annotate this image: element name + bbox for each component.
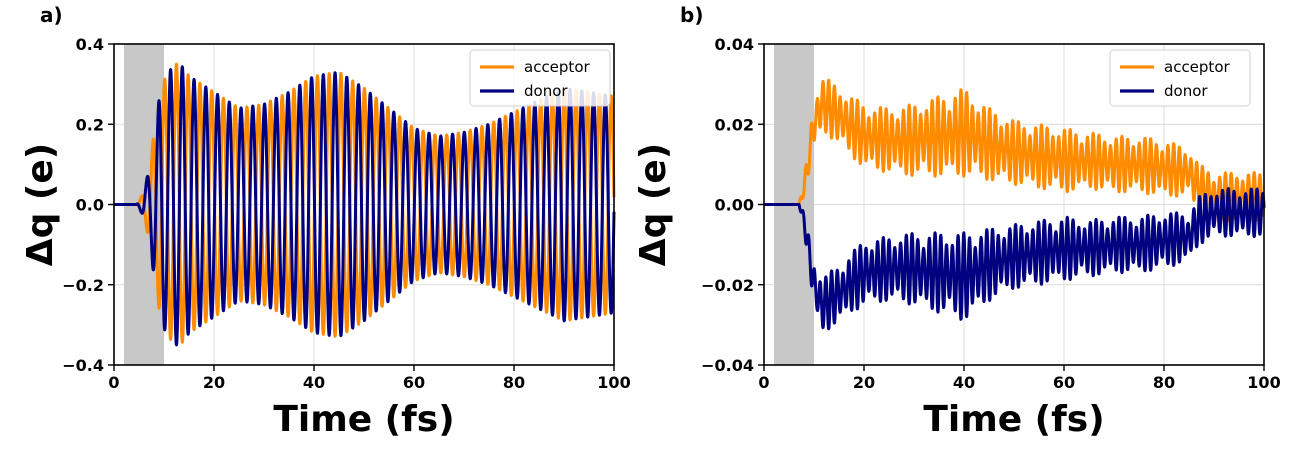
panel-b: b) 0 20 40 60 80 100 −0.04 −0.02 0.00 0.02 0.04 Ti…: [633, 3, 1281, 440]
x-tick-label: 60: [1053, 373, 1075, 392]
x-tick-label: 80: [503, 373, 525, 392]
y-tick-label: 0.0: [76, 196, 104, 215]
panel-a-ticks: 0 20 40 60 80 100 −0.4 −0.2 0.0 0.2 0.4: [62, 35, 630, 392]
x-tick-label: 40: [953, 373, 975, 392]
y-tick-label: 0.2: [76, 115, 104, 134]
panel-a-y-axis-title: Δq (e): [20, 143, 61, 267]
x-tick-label: 80: [1153, 373, 1175, 392]
x-tick-label: 60: [403, 373, 425, 392]
x-tick-label: 100: [597, 373, 630, 392]
panel-a-legend-label-donor: donor: [524, 82, 568, 100]
panel-b-y-axis-title: Δq (e): [633, 143, 674, 267]
y-tick-label: −0.2: [62, 276, 104, 295]
x-tick-label: 0: [758, 373, 769, 392]
x-tick-label: 0: [108, 373, 119, 392]
y-tick-label: −0.02: [701, 276, 754, 295]
panel-a-legend-label-acceptor: acceptor: [524, 58, 590, 76]
y-tick-label: −0.4: [62, 356, 104, 375]
panel-a-legend: acceptor donor: [469, 49, 611, 107]
panel-a: a) 0 20 40 60 80 100 −0.4 −0.2 0.0 0.2 0.4 Time (f…: [20, 3, 631, 440]
panel-a-series: [112, 62, 616, 347]
y-tick-label: 0.00: [715, 196, 754, 215]
x-tick-label: 20: [203, 373, 225, 392]
panel-a-x-axis-title: Time (fs): [273, 399, 454, 440]
series-line-donor: [762, 187, 1266, 331]
x-tick-label: 20: [853, 373, 875, 392]
panel-b-legend-label-donor: donor: [1164, 82, 1208, 100]
panel-b-ticks: 0 20 40 60 80 100 −0.04 −0.02 0.00 0.02 0.04: [701, 35, 1281, 392]
panel-b-series: [762, 78, 1266, 331]
y-tick-label: 0.4: [76, 35, 104, 54]
panel-b-label: b): [680, 3, 703, 27]
series-line-donor: [112, 65, 616, 347]
x-tick-label: 100: [1247, 373, 1280, 392]
panel-b-legend: acceptor donor: [1109, 49, 1251, 107]
panel-b-x-axis-title: Time (fs): [923, 399, 1104, 440]
y-tick-label: −0.04: [701, 356, 754, 375]
series-line-acceptor: [762, 78, 1266, 222]
panel-b-legend-label-acceptor: acceptor: [1164, 58, 1230, 76]
panel-a-label: a): [40, 3, 63, 27]
x-tick-label: 40: [303, 373, 325, 392]
y-tick-label: 0.02: [715, 115, 754, 134]
y-tick-label: 0.04: [715, 35, 754, 54]
